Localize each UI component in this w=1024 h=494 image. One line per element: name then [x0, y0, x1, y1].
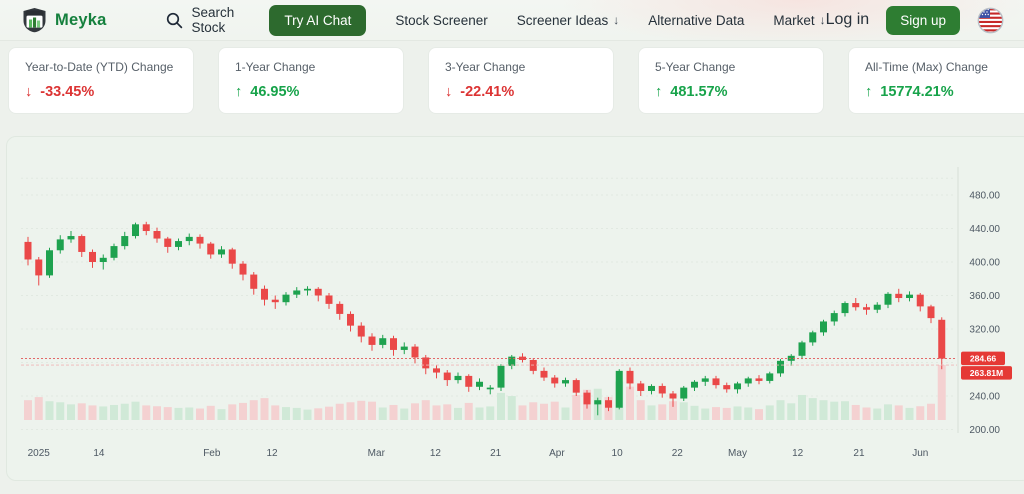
meyka-logo-icon	[22, 7, 47, 33]
stat-title: 1-Year Change	[235, 60, 316, 74]
svg-text:263.81M: 263.81M	[970, 368, 1003, 378]
svg-text:21: 21	[490, 448, 502, 459]
svg-text:240.00: 240.00	[969, 392, 1000, 403]
svg-text:480.00: 480.00	[969, 191, 1000, 202]
header: Meyka Search Stock Try AI Chat Stock Scr…	[0, 0, 1024, 41]
stat-value: -33.45%	[40, 84, 95, 100]
chevron-down-icon: ↓	[613, 13, 620, 27]
svg-text:21: 21	[853, 448, 865, 459]
svg-text:284.66: 284.66	[970, 354, 997, 364]
stat-card-1y-change: 1-Year Change ↑ 46.95%	[218, 47, 404, 114]
search-stock-label: Search Stock	[191, 5, 235, 35]
svg-text:22: 22	[672, 448, 684, 459]
stat-title: 5-Year Change	[655, 60, 736, 74]
nav-stock-screener[interactable]: Stock Screener	[395, 12, 488, 28]
us-flag-icon[interactable]	[977, 7, 1004, 34]
svg-text:Feb: Feb	[203, 448, 221, 459]
svg-text:10: 10	[612, 448, 624, 459]
svg-text:320.00: 320.00	[969, 325, 1000, 336]
nav-alternative-data[interactable]: Alternative Data	[648, 12, 745, 28]
stat-card-5y-change: 5-Year Change ↑ 481.57%	[638, 47, 824, 114]
svg-text:Jun: Jun	[912, 448, 928, 459]
stat-card-ytd-change: Year-to-Date (YTD) Change ↓ -33.45%	[8, 47, 194, 114]
svg-text:440.00: 440.00	[969, 224, 1000, 235]
price-chart-card: 480.00 440.00 400.00 360.00 320.00 240.00 200.…	[6, 136, 1024, 481]
down-arrow-icon: ↓	[25, 84, 33, 100]
nav-market[interactable]: Market ↓	[773, 13, 825, 28]
svg-text:May: May	[728, 448, 747, 459]
brand[interactable]: Meyka	[22, 7, 106, 33]
svg-text:12: 12	[266, 448, 278, 459]
svg-text:12: 12	[430, 448, 442, 459]
stats-row: Year-to-Date (YTD) Change ↓ -33.45% 1-Ye…	[0, 41, 1024, 114]
market-label: Market	[773, 12, 815, 28]
down-arrow-icon: ↓	[445, 84, 453, 100]
login-link[interactable]: Log in	[825, 11, 870, 28]
stat-title: 3-Year Change	[445, 60, 526, 74]
svg-text:Apr: Apr	[549, 448, 565, 459]
up-arrow-icon: ↑	[865, 84, 873, 100]
chevron-down-icon: ↓	[819, 13, 826, 27]
stat-value: -22.41%	[460, 84, 515, 100]
up-arrow-icon: ↑	[655, 84, 663, 100]
header-right: Log in Sign up	[825, 5, 1004, 35]
signup-button[interactable]: Sign up	[886, 5, 960, 35]
stat-title: All-Time (Max) Change	[865, 60, 988, 74]
stat-value: 15774.21%	[880, 84, 954, 100]
svg-text:12: 12	[792, 448, 804, 459]
svg-text:14: 14	[93, 448, 105, 459]
svg-text:360.00: 360.00	[969, 291, 1000, 302]
search-icon	[166, 12, 183, 29]
search-stock[interactable]: Search Stock	[166, 5, 240, 35]
svg-text:Mar: Mar	[368, 448, 386, 459]
svg-text:2025: 2025	[28, 448, 51, 459]
stat-value: 481.57%	[670, 84, 728, 100]
svg-text:400.00: 400.00	[969, 258, 1000, 269]
try-ai-chat-button[interactable]: Try AI Chat	[269, 4, 367, 36]
candlestick-chart[interactable]: 480.00 440.00 400.00 360.00 320.00 240.00 200.…	[7, 137, 1024, 482]
up-arrow-icon: ↑	[235, 84, 243, 100]
screener-ideas-label: Screener Ideas	[516, 12, 609, 28]
svg-text:200.00: 200.00	[969, 425, 1000, 436]
nav-screener-ideas[interactable]: Screener Ideas ↓	[517, 13, 620, 28]
stat-value: 46.95%	[250, 84, 300, 100]
stat-title: Year-to-Date (YTD) Change	[25, 60, 174, 74]
brand-name: Meyka	[55, 10, 107, 29]
main-nav: Search Stock Try AI Chat Stock Screener …	[166, 4, 826, 36]
stat-card-3y-change: 3-Year Change ↓ -22.41%	[428, 47, 614, 114]
stat-card-alltime-change: All-Time (Max) Change ↑ 15774.21%	[848, 47, 1024, 114]
